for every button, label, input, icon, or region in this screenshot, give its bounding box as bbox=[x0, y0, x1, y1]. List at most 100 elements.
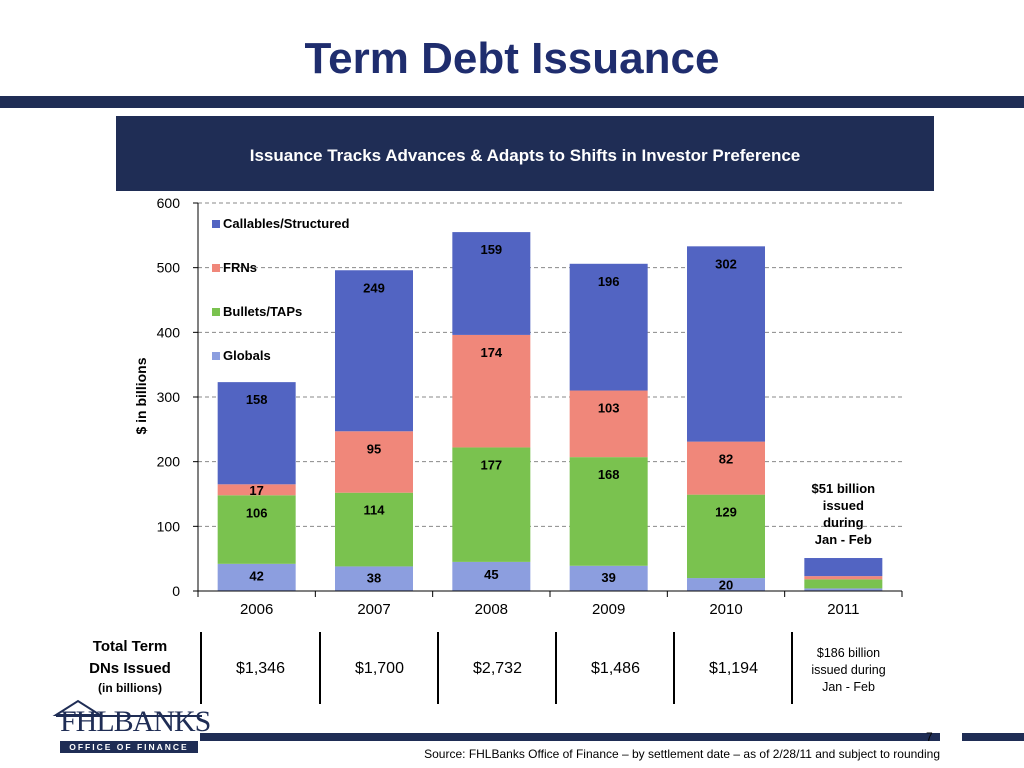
data-label: 158 bbox=[246, 392, 268, 407]
data-label: 17 bbox=[249, 483, 263, 498]
annotation-line: $51 billion bbox=[812, 481, 876, 496]
legend: Callables/Structured FRNs Bullets/TAPs Glob… bbox=[212, 216, 349, 363]
x-tick-label: 2009 bbox=[592, 601, 625, 618]
bar-segment bbox=[569, 565, 648, 591]
legend-entry: Globals bbox=[223, 348, 271, 363]
bar-segment bbox=[217, 563, 296, 591]
data-label: 20 bbox=[719, 578, 733, 593]
footer-bar bbox=[200, 733, 940, 741]
legend-entry: Callables/Structured bbox=[223, 216, 349, 231]
table-divider bbox=[200, 632, 202, 704]
bar-segment bbox=[569, 263, 648, 391]
data-label: 82 bbox=[719, 452, 733, 467]
x-tick-label: 2010 bbox=[709, 601, 742, 618]
bar-segment bbox=[804, 588, 883, 591]
table-divider bbox=[555, 632, 557, 704]
table-note-line: $186 billion bbox=[816, 646, 881, 660]
stacked-bar-chart: 42 38 45 39 20 106 114 177 168 129 17 95 174 103 82 158… bbox=[133, 195, 903, 618]
legend-swatch bbox=[212, 308, 220, 316]
data-label: 39 bbox=[601, 570, 615, 585]
data-label: 38 bbox=[367, 571, 381, 586]
fhlbanks-logo-icon bbox=[52, 699, 202, 717]
data-label: 95 bbox=[367, 441, 381, 456]
bar-segment bbox=[335, 566, 413, 591]
bar-segment bbox=[217, 495, 296, 564]
bar-series bbox=[217, 232, 883, 591]
table-cell-2009: $1,486 bbox=[591, 660, 640, 677]
bar-segment bbox=[217, 382, 296, 485]
bar-segment bbox=[569, 457, 648, 566]
bar-segment bbox=[804, 579, 883, 589]
bar-segment bbox=[335, 270, 413, 432]
data-label: 159 bbox=[480, 242, 502, 257]
table-cell-2010: $1,194 bbox=[709, 660, 758, 677]
y-tick-label: 100 bbox=[157, 518, 181, 534]
table-cell-2008: $2,732 bbox=[473, 660, 522, 677]
bar-segment bbox=[452, 232, 531, 335]
table-divider bbox=[437, 632, 439, 704]
legend-swatch bbox=[212, 220, 220, 228]
annotation-line: issued bbox=[823, 498, 864, 513]
logo-wordmark: FHLBANKS bbox=[60, 705, 211, 738]
data-label: 114 bbox=[364, 503, 386, 518]
legend-swatch bbox=[212, 264, 220, 272]
bar-segment bbox=[804, 576, 883, 580]
legend-entry: FRNs bbox=[223, 260, 257, 275]
table-note-2011: $186 billion issued during Jan - Feb bbox=[791, 645, 906, 696]
data-label: 129 bbox=[715, 505, 737, 520]
y-tick-label: 600 bbox=[157, 195, 181, 211]
y-tick-label: 500 bbox=[157, 260, 181, 276]
page-number: 7 bbox=[926, 730, 933, 744]
bar-segment bbox=[452, 561, 531, 591]
y-tick-label: 0 bbox=[172, 583, 180, 599]
table-note-line: Jan - Feb bbox=[822, 680, 875, 694]
bar-segment bbox=[687, 494, 765, 579]
chart-banner: Issuance Tracks Advances & Adapts to Shi… bbox=[116, 116, 934, 191]
data-label: 42 bbox=[249, 569, 263, 584]
bar-segment bbox=[569, 390, 648, 458]
x-tick-label: 2008 bbox=[475, 601, 508, 618]
table-header-line2: DNs Issued bbox=[89, 660, 171, 677]
x-tick-label: 2007 bbox=[357, 601, 390, 618]
bar-segment bbox=[687, 441, 765, 495]
bar-segment bbox=[804, 558, 883, 577]
y-tick-label: 400 bbox=[157, 324, 181, 340]
x-tick-label: 2006 bbox=[240, 601, 273, 618]
annotation-line: Jan - Feb bbox=[815, 532, 872, 547]
data-labels: 42 38 45 39 20 106 114 177 168 129 17 95 174 103 82 158… bbox=[246, 242, 737, 592]
table-header: Total Term DNs Issued (in billions) bbox=[60, 636, 200, 696]
bar-segment bbox=[452, 447, 531, 562]
table-note-line: issued during bbox=[811, 663, 886, 677]
y-axis-label: $ in billions bbox=[133, 357, 149, 434]
table-cell-2007: $1,700 bbox=[355, 660, 404, 677]
data-label: 106 bbox=[246, 505, 268, 520]
footer-bar-right bbox=[962, 733, 1024, 741]
bar-segment bbox=[687, 246, 765, 442]
source-note: Source: FHLBanks Office of Finance – by … bbox=[424, 747, 940, 761]
data-label: 249 bbox=[363, 280, 385, 295]
table-divider bbox=[791, 632, 793, 704]
title-underline-bar bbox=[0, 96, 1024, 108]
y-tick-label: 300 bbox=[157, 389, 181, 405]
chart-banner-text: Issuance Tracks Advances & Adapts to Shi… bbox=[249, 146, 801, 165]
bar-segment bbox=[335, 431, 413, 493]
table-header-line1: Total Term bbox=[92, 638, 168, 655]
y-tick-label: 200 bbox=[157, 454, 181, 470]
data-label: 168 bbox=[598, 467, 620, 482]
annotation-2011: $51 billion issued during Jan - Feb bbox=[812, 481, 876, 547]
table-cell-2006: $1,346 bbox=[236, 660, 285, 677]
bar-segment bbox=[217, 484, 296, 496]
bar-segment bbox=[452, 334, 531, 448]
axes: 0 100 200 300 400 500 600 2006 2007 2008 2009 2010 2… bbox=[157, 195, 903, 618]
gridlines bbox=[198, 202, 902, 527]
bar-segment bbox=[687, 578, 765, 591]
data-label: 174 bbox=[480, 345, 502, 360]
table-divider bbox=[673, 632, 675, 704]
legend-entry: Bullets/TAPs bbox=[223, 304, 302, 319]
annotation-line: during bbox=[823, 515, 863, 530]
data-label: 177 bbox=[480, 457, 502, 472]
data-label: 302 bbox=[715, 256, 737, 271]
data-label: 196 bbox=[598, 274, 620, 289]
bar-segment bbox=[335, 492, 413, 567]
slide-title: Term Debt Issuance bbox=[304, 34, 720, 83]
